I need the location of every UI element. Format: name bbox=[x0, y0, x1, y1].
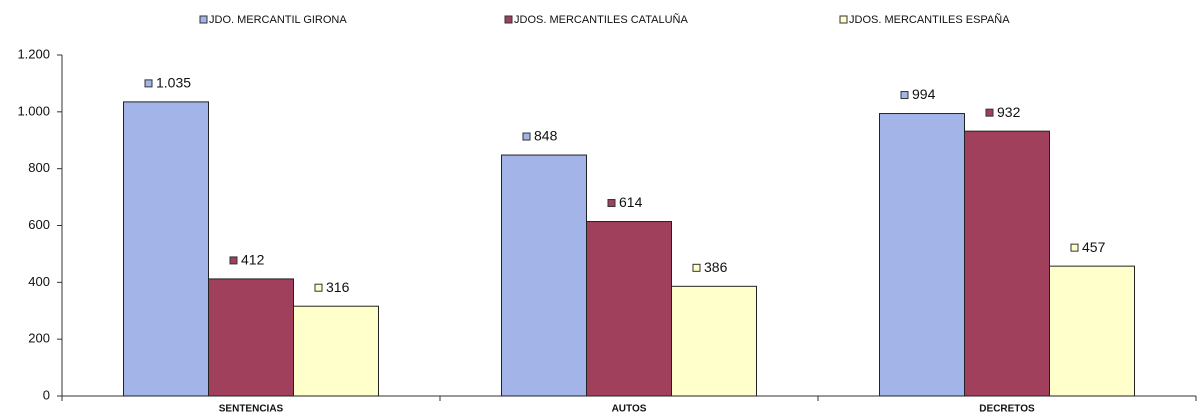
value-label: 932 bbox=[997, 104, 1021, 120]
legend-label: JDOS. MERCANTILES ESPAÑA bbox=[849, 13, 1010, 26]
bar bbox=[879, 113, 965, 397]
value-marker bbox=[607, 199, 616, 208]
x-tick-label: AUTOS bbox=[612, 404, 647, 415]
value-label: 386 bbox=[704, 259, 728, 275]
legend-swatch bbox=[504, 15, 513, 24]
legend-swatch bbox=[199, 15, 208, 24]
value-label: 316 bbox=[326, 279, 350, 295]
value-label: 614 bbox=[619, 194, 643, 210]
value-marker bbox=[229, 256, 238, 265]
y-tick-label: 800 bbox=[28, 160, 50, 175]
bar bbox=[123, 101, 209, 397]
y-tick-label: 0 bbox=[43, 387, 50, 402]
bar bbox=[501, 154, 587, 397]
value-marker bbox=[144, 79, 153, 88]
value-marker bbox=[522, 132, 531, 141]
x-tick-label: DECRETOS bbox=[979, 404, 1035, 415]
value-label: 412 bbox=[241, 252, 265, 268]
y-tick-label: 1.200 bbox=[17, 46, 50, 61]
value-marker bbox=[900, 91, 909, 100]
value-marker bbox=[985, 108, 994, 117]
legend-swatch bbox=[839, 15, 848, 24]
value-marker bbox=[1070, 243, 1079, 252]
bar bbox=[208, 278, 294, 397]
bar bbox=[293, 305, 379, 397]
value-label: 457 bbox=[1082, 239, 1106, 255]
y-tick-label: 200 bbox=[28, 331, 50, 346]
value-label: 1.035 bbox=[156, 75, 191, 91]
value-label: 994 bbox=[912, 86, 936, 102]
y-tick-label: 1.000 bbox=[17, 103, 50, 118]
y-tick-label: 400 bbox=[28, 274, 50, 289]
bar bbox=[586, 221, 672, 397]
x-tick-label: SENTENCIAS bbox=[219, 404, 284, 415]
value-marker bbox=[314, 283, 323, 292]
bar bbox=[671, 285, 757, 397]
value-marker bbox=[692, 263, 701, 272]
bar bbox=[964, 130, 1050, 397]
value-label: 848 bbox=[534, 128, 558, 144]
legend-label: JDOS. MERCANTILES CATALUÑA bbox=[514, 13, 688, 26]
y-tick-label: 600 bbox=[28, 217, 50, 232]
legend-label: JDO. MERCANTIL GIRONA bbox=[209, 14, 347, 26]
bar bbox=[1049, 265, 1135, 397]
